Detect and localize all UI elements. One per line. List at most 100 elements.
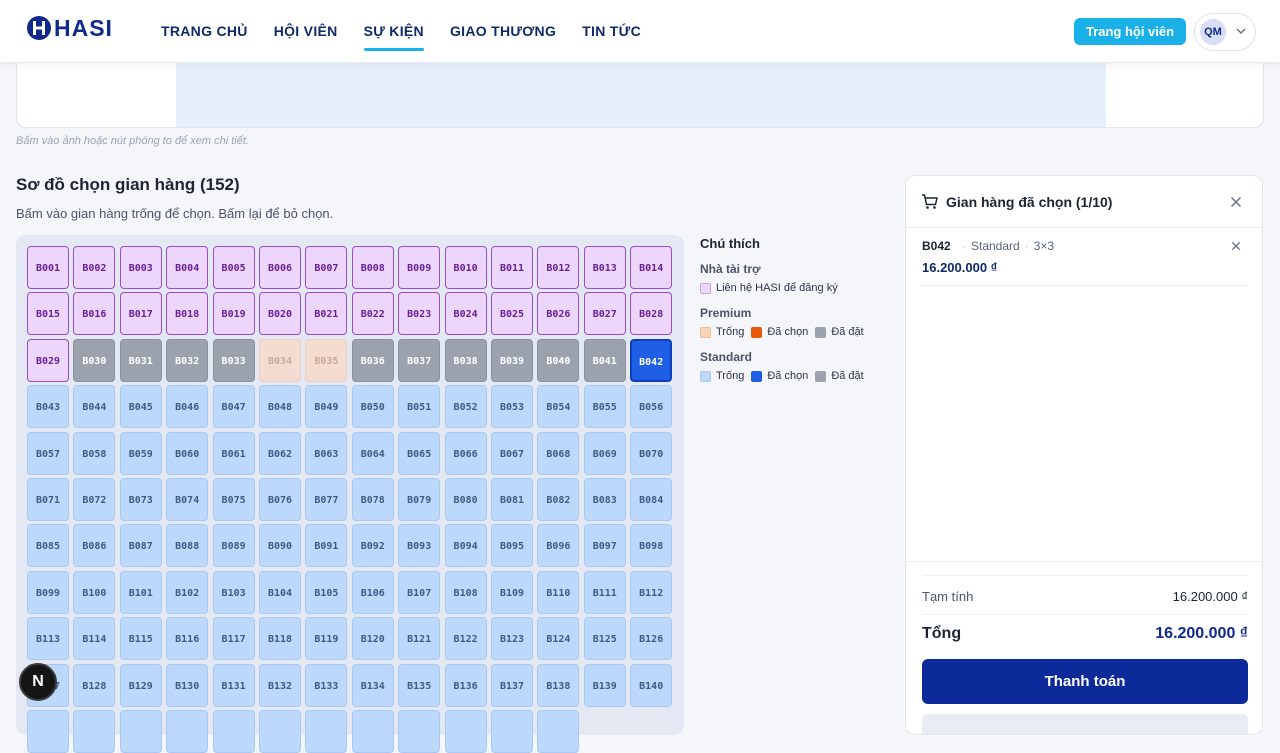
- booth-b093[interactable]: B093: [398, 524, 441, 568]
- booth-b007[interactable]: B007: [305, 246, 348, 289]
- booth-b062[interactable]: B062: [259, 431, 301, 475]
- booth-b061[interactable]: B061: [212, 431, 255, 475]
- booth-b052[interactable]: B052: [444, 385, 487, 429]
- booth-b013[interactable]: B013: [583, 246, 626, 289]
- booth-partial[interactable]: [537, 710, 580, 753]
- booth-b030[interactable]: B030: [73, 338, 116, 382]
- booth-b137[interactable]: B137: [491, 663, 533, 707]
- booth-b014[interactable]: B014: [630, 246, 673, 289]
- secondary-button[interactable]: [922, 714, 1248, 734]
- booth-b129[interactable]: B129: [119, 663, 162, 707]
- booth-b106[interactable]: B106: [351, 570, 394, 614]
- booth-b128[interactable]: B128: [73, 663, 116, 707]
- booth-b008[interactable]: B008: [351, 246, 394, 289]
- booth-b043[interactable]: B043: [27, 385, 69, 429]
- booth-b101[interactable]: B101: [119, 570, 162, 614]
- booth-partial[interactable]: [398, 710, 441, 753]
- booth-b034[interactable]: B034: [259, 338, 301, 382]
- booth-b032[interactable]: B032: [166, 338, 209, 382]
- booth-b040[interactable]: B040: [537, 338, 580, 382]
- booth-b042[interactable]: B042: [630, 338, 673, 382]
- booth-b073[interactable]: B073: [119, 478, 162, 521]
- booth-b041[interactable]: B041: [583, 338, 626, 382]
- booth-b079[interactable]: B079: [398, 478, 441, 521]
- booth-b049[interactable]: B049: [305, 385, 348, 429]
- booth-b046[interactable]: B046: [166, 385, 209, 429]
- booth-b092[interactable]: B092: [351, 524, 394, 568]
- booth-b081[interactable]: B081: [491, 478, 533, 521]
- booth-partial[interactable]: [73, 710, 116, 753]
- booth-b080[interactable]: B080: [444, 478, 487, 521]
- booth-b045[interactable]: B045: [119, 385, 162, 429]
- booth-b058[interactable]: B058: [73, 431, 116, 475]
- booth-b027[interactable]: B027: [583, 292, 626, 336]
- booth-b119[interactable]: B119: [305, 617, 348, 661]
- booth-b104[interactable]: B104: [259, 570, 301, 614]
- booth-b115[interactable]: B115: [119, 617, 162, 661]
- booth-b091[interactable]: B091: [305, 524, 348, 568]
- nav-item[interactable]: TRANG CHỦ: [161, 23, 248, 39]
- hasi-logo[interactable]: HASI: [26, 15, 113, 41]
- booth-b066[interactable]: B066: [444, 431, 487, 475]
- booth-b069[interactable]: B069: [583, 431, 626, 475]
- nav-item[interactable]: GIAO THƯƠNG: [449, 23, 557, 39]
- booth-b028[interactable]: B028: [630, 292, 673, 336]
- booth-b006[interactable]: B006: [259, 246, 301, 289]
- booth-b126[interactable]: B126: [630, 617, 673, 661]
- booth-b140[interactable]: B140: [630, 663, 673, 707]
- booth-b123[interactable]: B123: [491, 617, 533, 661]
- booth-b086[interactable]: B086: [73, 524, 116, 568]
- booth-b071[interactable]: B071: [27, 478, 69, 521]
- booth-partial[interactable]: [444, 710, 487, 753]
- booth-b136[interactable]: B136: [444, 663, 487, 707]
- booth-b009[interactable]: B009: [398, 246, 441, 289]
- booth-b103[interactable]: B103: [212, 570, 255, 614]
- booth-partial[interactable]: [27, 710, 69, 753]
- booth-b076[interactable]: B076: [259, 478, 301, 521]
- booth-b132[interactable]: B132: [259, 663, 301, 707]
- booth-b125[interactable]: B125: [583, 617, 626, 661]
- booth-b117[interactable]: B117: [212, 617, 255, 661]
- booth-partial[interactable]: [212, 710, 255, 753]
- booth-b105[interactable]: B105: [305, 570, 348, 614]
- booth-b029[interactable]: B029: [27, 338, 69, 382]
- booth-b124[interactable]: B124: [537, 617, 580, 661]
- close-icon[interactable]: [1230, 196, 1242, 208]
- booth-b090[interactable]: B090: [259, 524, 301, 568]
- booth-partial[interactable]: [166, 710, 209, 753]
- booth-b131[interactable]: B131: [212, 663, 255, 707]
- dev-tools-badge[interactable]: N: [19, 663, 57, 701]
- booth-b035[interactable]: B035: [305, 338, 348, 382]
- booth-b111[interactable]: B111: [583, 570, 626, 614]
- booth-b012[interactable]: B012: [537, 246, 580, 289]
- booth-b031[interactable]: B031: [119, 338, 162, 382]
- booth-b044[interactable]: B044: [73, 385, 116, 429]
- booth-b063[interactable]: B063: [305, 431, 348, 475]
- booth-b072[interactable]: B072: [73, 478, 116, 521]
- booth-b085[interactable]: B085: [27, 524, 69, 568]
- booth-b082[interactable]: B082: [537, 478, 580, 521]
- member-page-button[interactable]: Trang hội viên: [1074, 18, 1186, 45]
- booth-b017[interactable]: B017: [119, 292, 162, 336]
- booth-b139[interactable]: B139: [583, 663, 626, 707]
- booth-b121[interactable]: B121: [398, 617, 441, 661]
- booth-b002[interactable]: B002: [73, 246, 116, 289]
- booth-b134[interactable]: B134: [351, 663, 394, 707]
- booth-b112[interactable]: B112: [630, 570, 673, 614]
- booth-b033[interactable]: B033: [212, 338, 255, 382]
- booth-partial[interactable]: [259, 710, 301, 753]
- nav-item[interactable]: TIN TỨC: [582, 23, 641, 39]
- booth-b114[interactable]: B114: [73, 617, 116, 661]
- booth-b048[interactable]: B048: [259, 385, 301, 429]
- remove-item-icon[interactable]: [1231, 241, 1241, 251]
- booth-b037[interactable]: B037: [398, 338, 441, 382]
- booth-b003[interactable]: B003: [119, 246, 162, 289]
- booth-b120[interactable]: B120: [351, 617, 394, 661]
- booth-b018[interactable]: B018: [166, 292, 209, 336]
- booth-b068[interactable]: B068: [537, 431, 580, 475]
- booth-b051[interactable]: B051: [398, 385, 441, 429]
- booth-b060[interactable]: B060: [166, 431, 209, 475]
- booth-b133[interactable]: B133: [305, 663, 348, 707]
- checkout-button[interactable]: Thanh toán: [922, 659, 1248, 704]
- booth-b065[interactable]: B065: [398, 431, 441, 475]
